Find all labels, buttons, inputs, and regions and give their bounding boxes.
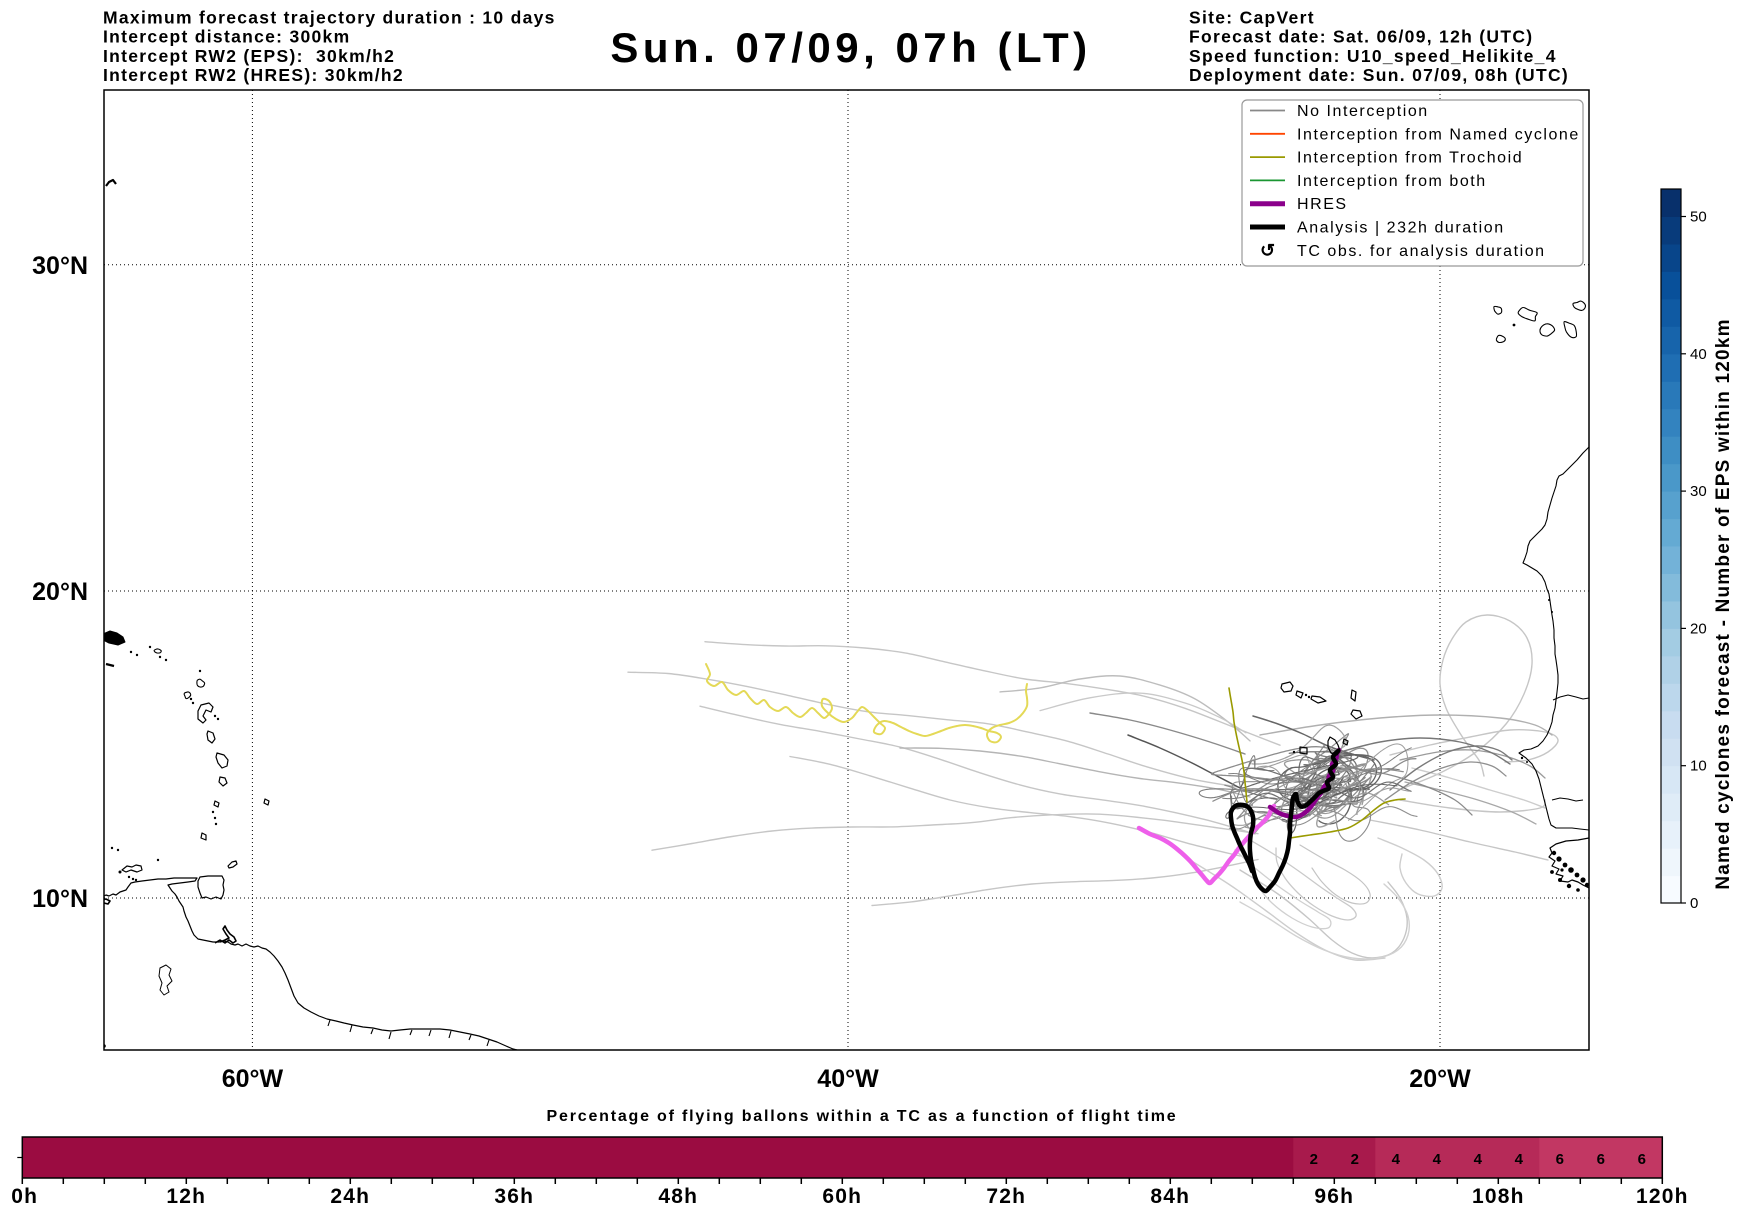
svg-text:30: 30	[1690, 483, 1707, 500]
svg-text:96h: 96h	[1314, 1185, 1354, 1208]
svg-text:Site: CapVert: Site: CapVert	[1189, 8, 1315, 28]
svg-text:Sun. 07/09, 07h (LT): Sun. 07/09, 07h (LT)	[610, 24, 1091, 71]
svg-text:Analysis | 232h duration: Analysis | 232h duration	[1297, 220, 1505, 237]
svg-text:Speed function: U10_speed_Heli: Speed function: U10_speed_Helikite_4	[1189, 46, 1557, 66]
svg-text:6: 6	[1556, 1151, 1564, 1168]
svg-text:12h: 12h	[166, 1185, 206, 1208]
svg-text:↺: ↺	[1260, 240, 1275, 260]
svg-text:6: 6	[1597, 1151, 1605, 1168]
svg-text:Deployment date: Sun. 07/09, 0: Deployment date: Sun. 07/09, 08h (UTC)	[1189, 65, 1569, 85]
svg-text:Interception from Named cyclon: Interception from Named cyclone	[1297, 126, 1580, 143]
svg-text:20°N: 20°N	[32, 578, 88, 606]
svg-text:30°N: 30°N	[32, 252, 88, 280]
svg-text:60h: 60h	[822, 1185, 862, 1208]
svg-text:HRES: HRES	[1297, 196, 1348, 213]
svg-text:Forecast date: Sat. 06/09, 12h: Forecast date: Sat. 06/09, 12h (UTC)	[1189, 27, 1533, 47]
svg-text:10°N: 10°N	[32, 885, 88, 913]
svg-text:36h: 36h	[494, 1185, 534, 1208]
svg-text:40: 40	[1690, 346, 1707, 363]
svg-text:No Interception: No Interception	[1297, 103, 1429, 120]
svg-text:20°W: 20°W	[1409, 1065, 1471, 1093]
svg-text:40°W: 40°W	[817, 1065, 879, 1093]
svg-text:6: 6	[1638, 1151, 1646, 1168]
svg-text:Named cyclones forecast - Numb: Named cyclones forecast - Number of EPS …	[1713, 318, 1734, 889]
svg-text:Intercept RW2 (HRES): 30km/h2: Intercept RW2 (HRES): 30km/h2	[103, 65, 404, 85]
svg-text:108h: 108h	[1472, 1185, 1525, 1208]
svg-text:4: 4	[1433, 1151, 1442, 1168]
svg-text:Percentage of flying ballons w: Percentage of flying ballons within a TC…	[547, 1108, 1178, 1125]
svg-text:0: 0	[1690, 895, 1698, 912]
svg-text:4: 4	[1474, 1151, 1483, 1168]
svg-text:TC obs. for analysis duration: TC obs. for analysis duration	[1297, 243, 1546, 260]
svg-text:4: 4	[1515, 1151, 1524, 1168]
svg-text:Maximum forecast trajectory du: Maximum forecast trajectory duration : 1…	[103, 8, 556, 28]
svg-text:20: 20	[1690, 620, 1707, 637]
svg-text:Interception from Trochoid: Interception from Trochoid	[1297, 150, 1523, 167]
svg-text:60°W: 60°W	[222, 1065, 284, 1093]
svg-text:2: 2	[1310, 1151, 1318, 1168]
svg-text:4: 4	[1392, 1151, 1401, 1168]
svg-text:50: 50	[1690, 209, 1707, 226]
svg-text:0h: 0h	[11, 1185, 38, 1208]
svg-text:2: 2	[1351, 1151, 1359, 1168]
svg-text:Intercept RW2 (EPS): 30km/h2: Intercept RW2 (EPS): 30km/h2	[103, 46, 395, 66]
svg-text:24h: 24h	[330, 1185, 370, 1208]
svg-text:72h: 72h	[986, 1185, 1026, 1208]
svg-text:Interception from both: Interception from both	[1297, 173, 1487, 190]
svg-text:Intercept distance: 300km: Intercept distance: 300km	[103, 27, 350, 47]
svg-text:120h: 120h	[1636, 1185, 1689, 1208]
svg-text:84h: 84h	[1150, 1185, 1190, 1208]
svg-text:10: 10	[1690, 758, 1707, 775]
svg-text:48h: 48h	[658, 1185, 698, 1208]
